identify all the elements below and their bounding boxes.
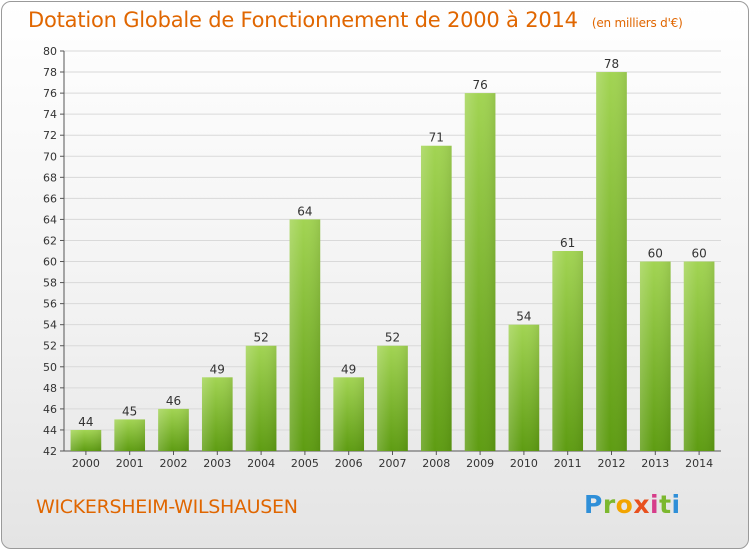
y-tick-label: 78 [43, 66, 57, 79]
y-tick-label: 60 [43, 256, 57, 269]
x-tick-label: 2005 [291, 457, 319, 470]
y-tick-label: 46 [43, 403, 57, 416]
y-tick-label: 68 [43, 171, 57, 184]
data-label-2013: 60 [648, 247, 663, 261]
data-labels: 44 45 46 49 52 64 49 52 71 76 54 61 78 60 60 [78, 57, 706, 429]
y-tick-label: 56 [43, 298, 57, 311]
chart-title-text: Dotation Globale de Fonctionnement de 20… [28, 8, 578, 32]
bar-shine [114, 419, 146, 451]
chart-unit: (en milliers d'€) [591, 16, 683, 30]
data-label-2005: 64 [297, 204, 312, 218]
y-tick-label: 72 [43, 129, 57, 142]
bar-shine [158, 408, 189, 451]
logo-letter: i [671, 490, 681, 519]
logo-letter: x [633, 490, 650, 519]
bars [70, 72, 715, 452]
x-tick-label: 2002 [160, 457, 188, 470]
y-tick-label: 42 [43, 445, 57, 458]
data-label-2008: 71 [429, 131, 444, 145]
bar-shine [377, 345, 408, 451]
commune-name: WICKERSHEIM-WILSHAUSEN [36, 496, 298, 518]
data-label-2007: 52 [385, 331, 400, 345]
proxiti-logo: Proxiti [584, 490, 681, 519]
y-tick-label: 76 [43, 87, 57, 100]
bar-shine [201, 377, 233, 451]
bar-shine [596, 72, 627, 451]
data-label-2010: 54 [516, 310, 531, 324]
x-tick-label: 2013 [641, 457, 669, 470]
x-tick-label: 2011 [554, 457, 582, 470]
x-tick-label: 2001 [116, 457, 144, 470]
x-tick-label: 2006 [335, 457, 363, 470]
logo-letter: o [615, 490, 634, 519]
y-tick-label: 44 [43, 424, 57, 437]
data-label-2003: 49 [210, 362, 225, 376]
bar-shine [552, 251, 584, 451]
logo-letter: i [650, 490, 660, 519]
chart-title: Dotation Globale de Fonctionnement de 20… [28, 8, 683, 32]
bar-shine [245, 345, 277, 451]
data-label-2000: 44 [78, 415, 93, 429]
bar-shine [508, 324, 540, 451]
logo-letter: P [584, 490, 603, 519]
y-tick-label: 74 [43, 108, 57, 121]
y-tick-label: 50 [43, 361, 57, 374]
x-tick-label: 2010 [510, 457, 538, 470]
data-label-2006: 49 [341, 362, 356, 376]
logo-letter: r [602, 490, 616, 519]
data-label-2009: 76 [472, 78, 487, 92]
data-label-2011: 61 [560, 236, 575, 250]
y-tick-label: 54 [43, 319, 57, 332]
y-tick-label: 80 [43, 45, 57, 58]
bar-shine [464, 93, 496, 452]
y-tick-label: 58 [43, 277, 57, 290]
data-label-2014: 60 [691, 247, 706, 261]
y-tick-label: 62 [43, 234, 57, 247]
x-tick-label: 2003 [203, 457, 231, 470]
x-tick-label: 2004 [247, 457, 275, 470]
y-tick-label: 66 [43, 192, 57, 205]
bar-shine [683, 261, 715, 451]
x-tick-label: 2014 [685, 457, 713, 470]
y-tick-label: 70 [43, 150, 57, 163]
bar-shine [289, 219, 321, 451]
x-tick-label: 2008 [422, 457, 450, 470]
y-tick-label: 48 [43, 382, 57, 395]
bar-shine [420, 145, 452, 451]
data-label-2001: 45 [122, 404, 137, 418]
x-tick-label: 2009 [466, 457, 494, 470]
bar-shine [639, 261, 671, 451]
data-label-2002: 46 [166, 394, 181, 408]
y-tick-label: 64 [43, 213, 57, 226]
y-tick-label: 52 [43, 340, 57, 353]
data-label-2004: 52 [253, 331, 268, 345]
data-label-2012: 78 [604, 57, 619, 71]
x-tick-label: 2000 [72, 457, 100, 470]
bar-shine [333, 377, 365, 451]
bar-shine [70, 429, 102, 451]
logo-letter: t [659, 490, 672, 519]
x-tick-label: 2012 [598, 457, 626, 470]
x-tick-label: 2007 [379, 457, 407, 470]
